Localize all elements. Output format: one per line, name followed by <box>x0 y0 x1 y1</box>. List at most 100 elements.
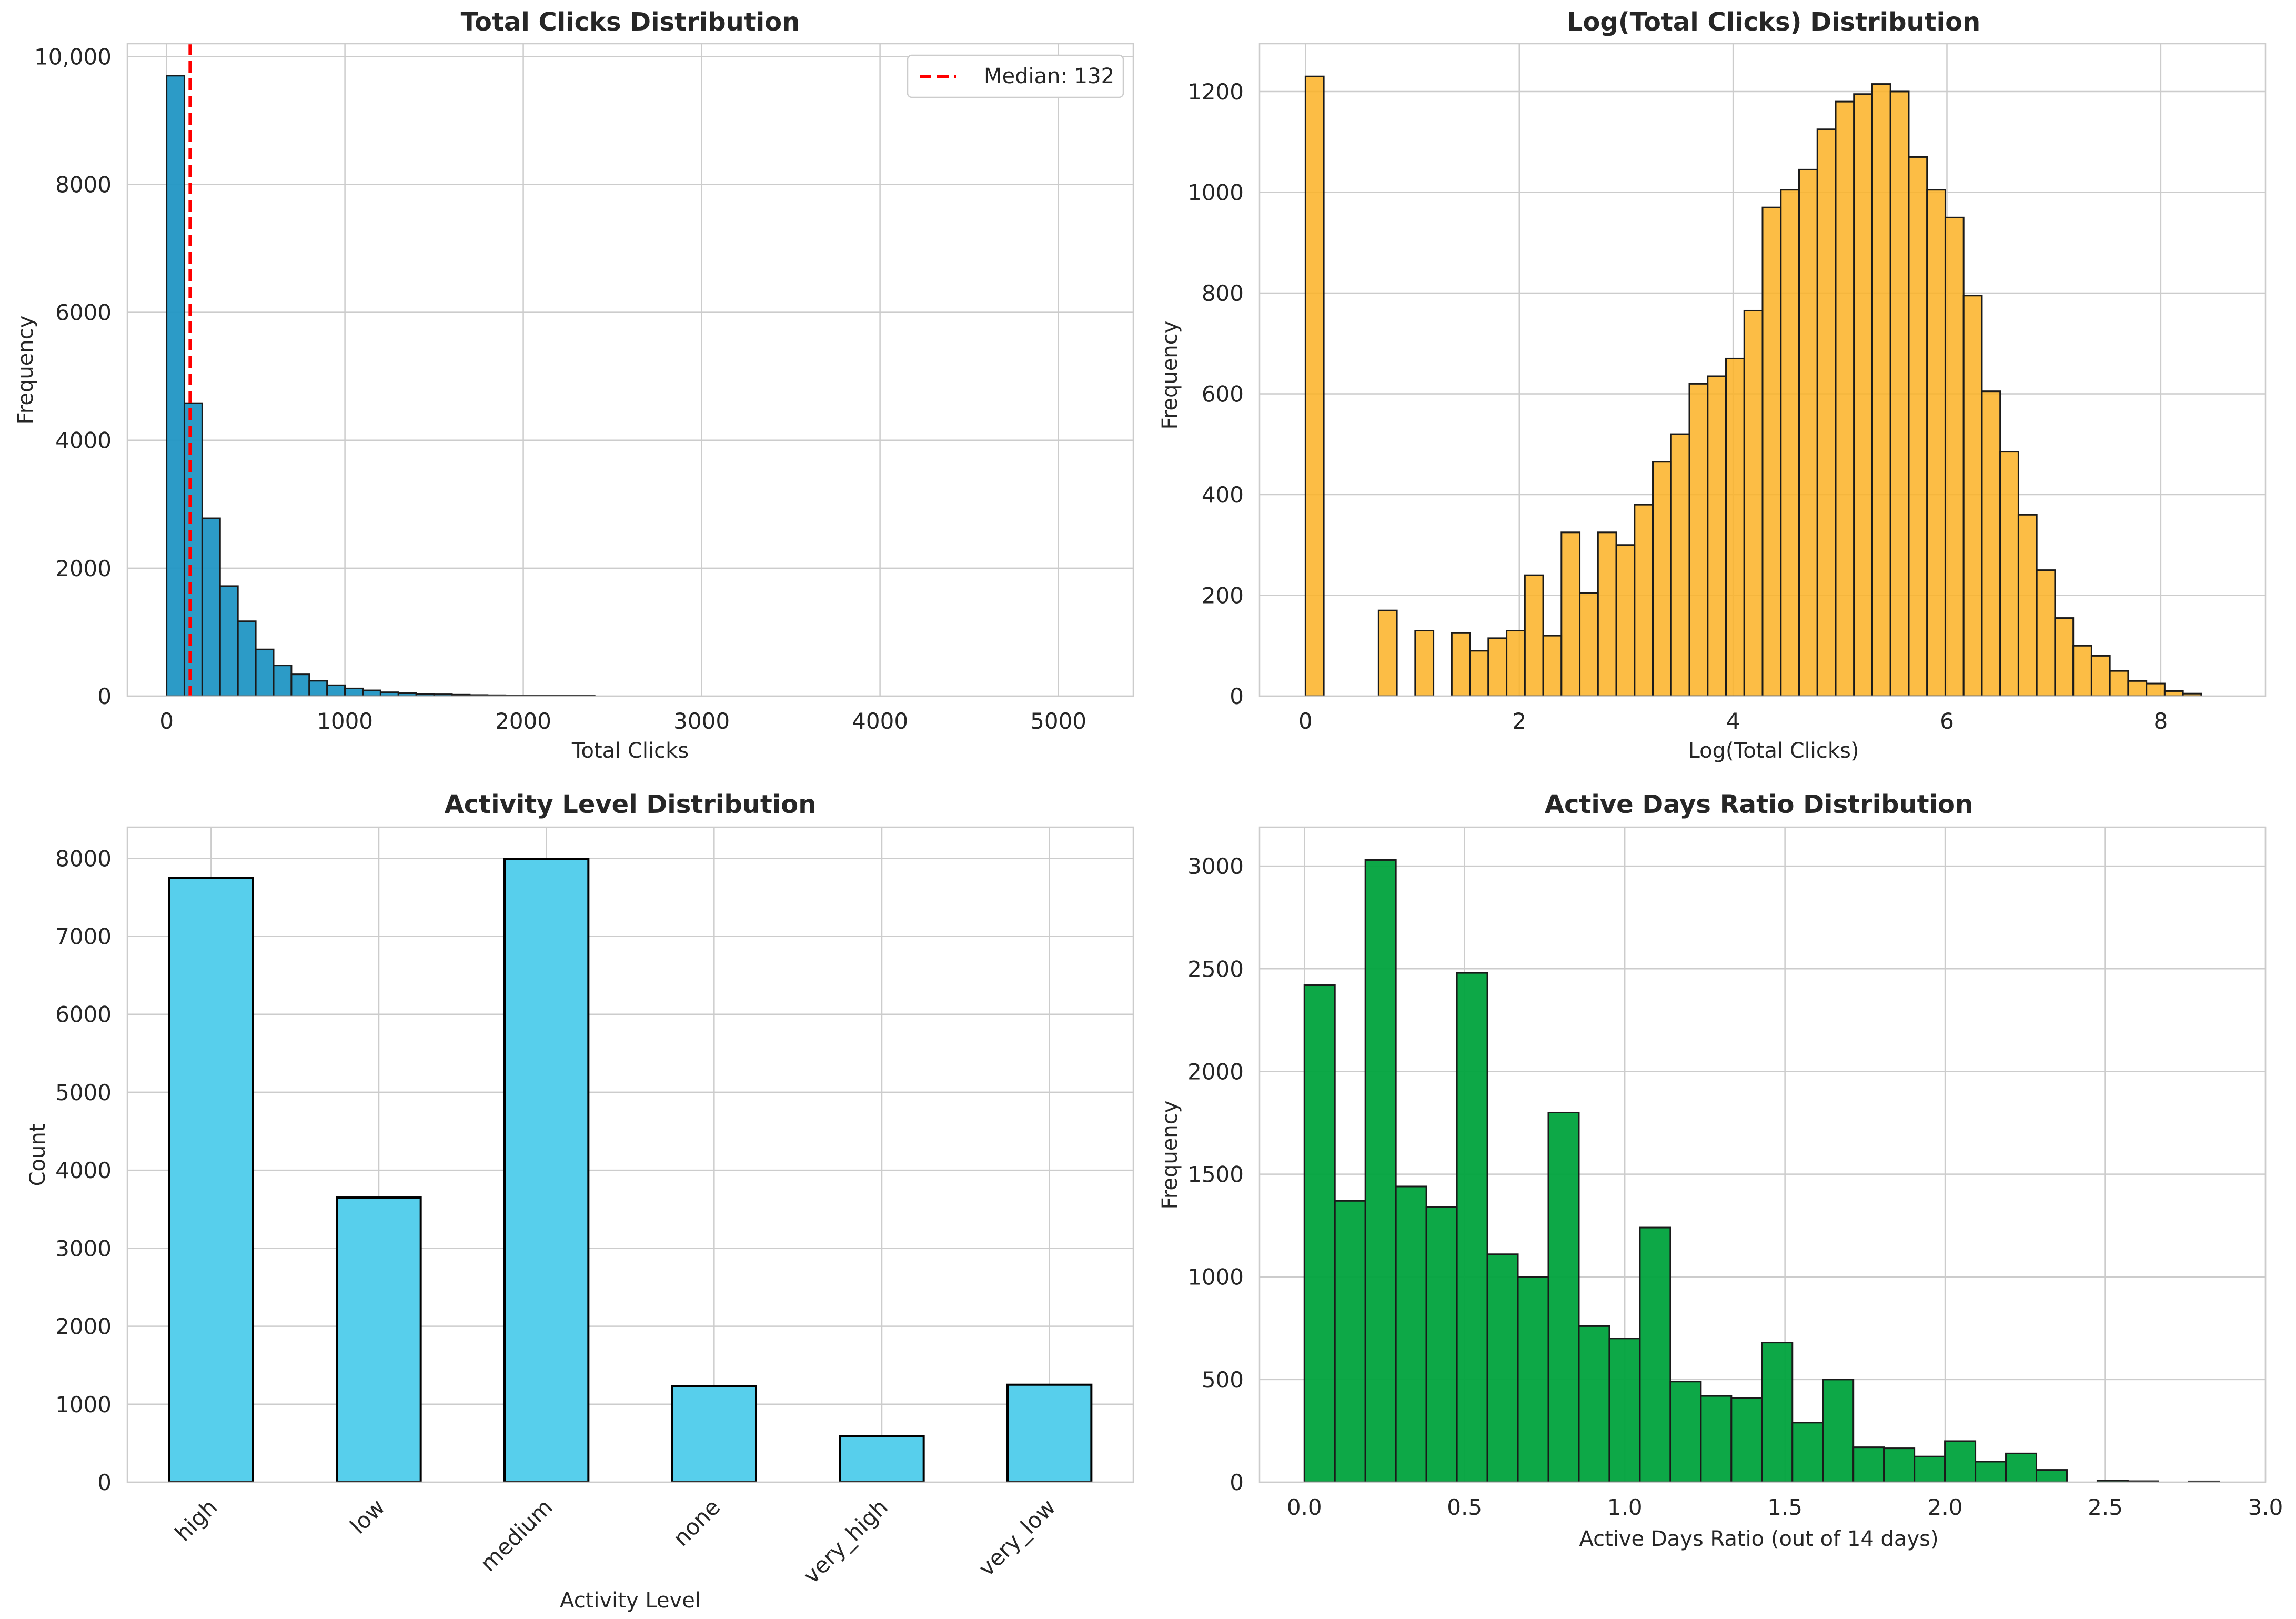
x-tick-label: very_low <box>973 1494 1061 1581</box>
x-tick-labels: 0.0 0.5 1.0 1.5 2.0 2.5 3.0 <box>1287 1494 2283 1520</box>
bar-medium <box>503 858 590 1483</box>
histogram-bar <box>2036 569 2056 697</box>
x-tick-label: high <box>170 1494 222 1546</box>
panel-active-days-ratio: Active Days Ratio Distribution 0.0 0.5 1.0… <box>1158 790 2283 1551</box>
histogram-bar <box>290 673 310 697</box>
histogram-bar <box>1883 1447 1916 1483</box>
histogram-bar <box>2054 617 2075 697</box>
x-tick-label: very_high <box>798 1494 893 1588</box>
histogram-bar <box>1615 544 1636 697</box>
y-tick-label: 2000 <box>55 556 112 581</box>
histogram-bar <box>1944 1440 1977 1483</box>
x-tick-label: 2.0 <box>1928 1494 1963 1520</box>
x-axis-label: Total Clicks <box>571 739 689 763</box>
x-tick-label: 4 <box>1726 708 1740 734</box>
y-axis-label: Frequency <box>1158 321 1182 430</box>
y-tick-label: 6000 <box>55 300 112 326</box>
histogram-bar <box>2017 514 2038 697</box>
x-tick-labels: high low medium none very_high very_low <box>170 1494 1061 1588</box>
histogram-bar <box>1469 650 1489 697</box>
y-tick-label: 0 <box>1230 1470 1244 1495</box>
panel-activity-level: Activity Level Distribution high low mediu… <box>26 790 1134 1613</box>
y-tick-label: 800 <box>1202 280 1244 306</box>
histogram-bar <box>1425 1206 1458 1483</box>
histogram-bar <box>1816 128 1837 697</box>
histogram-bar <box>1889 90 1910 697</box>
histogram-bar <box>2109 670 2129 697</box>
y-tick-label: 400 <box>1202 482 1244 508</box>
histogram-bar <box>1639 1226 1671 1483</box>
bar-low <box>336 1196 422 1483</box>
y-tick-label: 8000 <box>55 846 112 871</box>
histogram-bar <box>1835 100 1855 697</box>
panel-log-total-clicks: Log(Total Clicks) Distribution 0 2 4 6 8 0 20… <box>1158 7 2267 763</box>
histogram-bar <box>1822 1379 1855 1483</box>
histogram-bar <box>1486 1253 1519 1483</box>
y-tick-label: 500 <box>1202 1367 1244 1393</box>
histogram-bar <box>201 517 221 697</box>
x-tick-label: 0 <box>1298 708 1313 734</box>
plot-frame <box>126 826 1134 1483</box>
y-tick-label: 6000 <box>55 1002 112 1028</box>
chart-title: Log(Total Clicks) Distribution <box>1567 7 1980 37</box>
histogram-bar <box>1743 309 1764 697</box>
histogram-bar <box>1524 574 1544 697</box>
y-tick-label: 200 <box>1202 582 1244 608</box>
histogram-bar <box>1597 531 1617 697</box>
y-tick-label: 2000 <box>1187 1059 1244 1084</box>
bars <box>1304 75 2202 697</box>
histogram-bar <box>1908 156 1928 697</box>
y-tick-label: 1000 <box>55 1392 112 1417</box>
bar-none <box>671 1385 757 1484</box>
x-tick-label: 8 <box>2154 708 2168 734</box>
histogram-bar <box>1914 1455 1946 1483</box>
histogram-bar <box>1634 504 1654 697</box>
legend-box <box>907 54 1124 98</box>
histogram-bar <box>1852 1446 1885 1483</box>
histogram-bar <box>1670 433 1690 697</box>
histogram-bar <box>1560 531 1581 697</box>
plot-frame <box>1258 43 2267 697</box>
x-tick-label: 1000 <box>317 708 373 734</box>
y-tick-label: 8000 <box>55 172 112 197</box>
y-axis-label: Count <box>26 1124 50 1186</box>
y-tick-labels: 0 500 1000 1500 2000 2500 3000 <box>1187 853 1244 1495</box>
histogram-bar <box>1725 357 1745 697</box>
histogram-bar <box>273 665 293 697</box>
x-tick-label: 0 <box>159 708 174 734</box>
chart-title: Active Days Ratio Distribution <box>1545 790 1973 819</box>
y-axis-label: Frequency <box>14 316 38 425</box>
x-tick-label: 4000 <box>852 708 908 734</box>
histogram-bar <box>1395 1185 1427 1483</box>
x-tick-labels: 0 1000 2000 3000 4000 5000 <box>159 708 1086 734</box>
histogram-bar <box>1730 1397 1763 1483</box>
y-tick-label: 1000 <box>1187 1264 1244 1290</box>
histogram-bar <box>361 689 381 697</box>
legend: Median: 132 <box>907 54 1124 98</box>
histogram-bar <box>1377 609 1398 697</box>
x-tick-label: 5000 <box>1030 708 1086 734</box>
x-axis-label: Activity Level <box>560 1588 701 1613</box>
y-tick-label: 1200 <box>1187 79 1244 105</box>
histogram-bar <box>1547 1111 1580 1483</box>
histogram-bar <box>2146 682 2166 697</box>
bars <box>166 75 596 697</box>
bars <box>168 858 1093 1484</box>
x-tick-label: 6 <box>1940 708 1954 734</box>
histogram-bar <box>1761 206 1782 697</box>
y-tick-label: 4000 <box>55 428 112 454</box>
y-tick-labels: 0 2000 4000 6000 8000 10,000 <box>34 44 112 709</box>
histogram-bar <box>1517 1276 1549 1483</box>
y-tick-label: 600 <box>1202 381 1244 407</box>
histogram-bar <box>1780 189 1800 697</box>
histogram-bar <box>1487 637 1508 697</box>
y-tick-label: 7000 <box>55 924 112 950</box>
histogram-bar <box>2127 680 2148 697</box>
plot-frame <box>1258 826 2267 1483</box>
histogram-bar <box>1981 390 2001 697</box>
histogram-bar <box>1451 632 1471 697</box>
histogram-bar <box>1944 216 1965 697</box>
y-tick-label: 4000 <box>55 1158 112 1183</box>
x-tick-label: 2.5 <box>2088 1494 2123 1520</box>
